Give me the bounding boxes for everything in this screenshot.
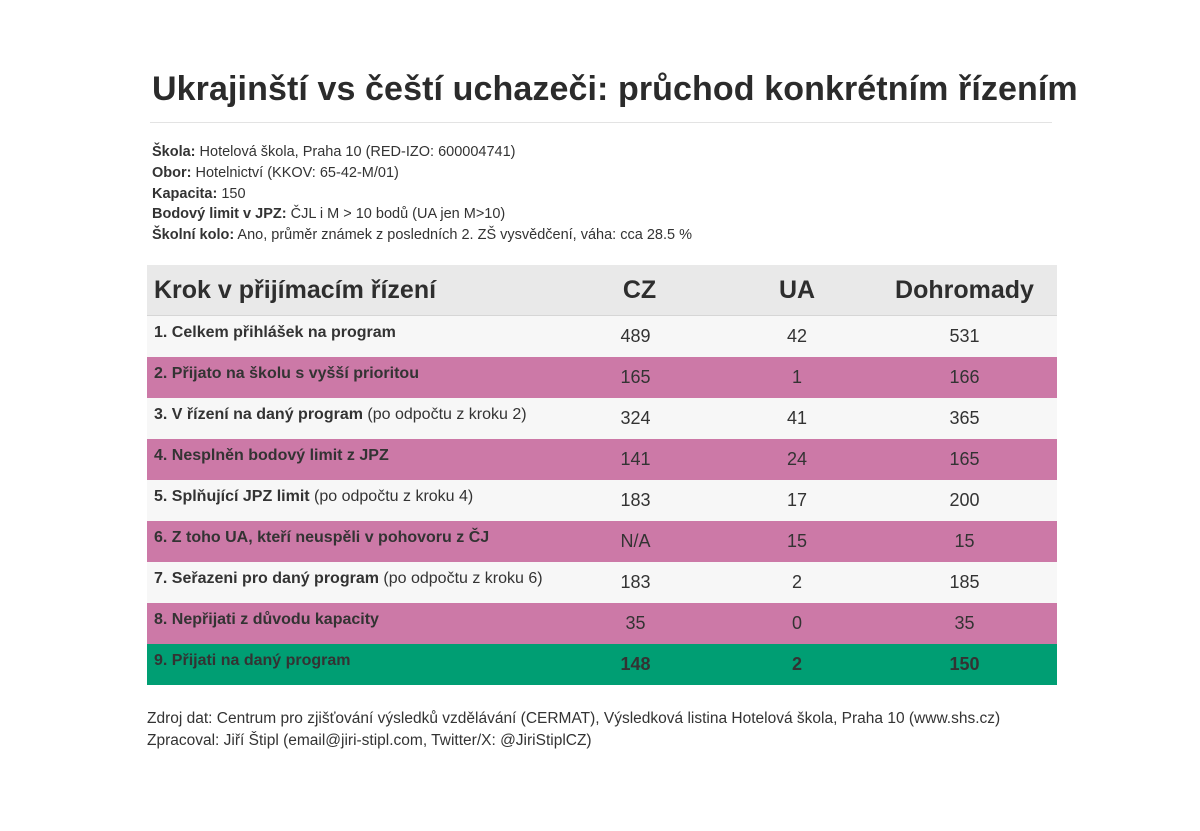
cz-value: 489 <box>557 315 722 357</box>
step-cell: 8. Nepřijati z důvodu kapacity <box>147 603 557 644</box>
cz-value: 35 <box>557 603 722 644</box>
footer-notes: Zdroj dat: Centrum pro zjišťování výsled… <box>147 708 1000 752</box>
step-cell: 5. Splňující JPZ limit (po odpočtu z kro… <box>147 480 557 521</box>
step-cell: 7. Seřazeni pro daný program (po odpočtu… <box>147 562 557 603</box>
page-title: Ukrajinští vs čeští uchazeči: průchod ko… <box>152 70 1078 108</box>
table-row: 4. Nesplněn bodový limit z JPZ 141 24 16… <box>147 439 1057 480</box>
step-cell: 9. Přijati na daný program <box>147 644 557 685</box>
header-ua: UA <box>722 265 872 316</box>
table-row: 2. Přijato na školu s vyšší prioritou 16… <box>147 357 1057 398</box>
step-note: (po odpočtu z kroku 2) <box>362 406 527 423</box>
table-row: 5. Splňující JPZ limit (po odpočtu z kro… <box>147 480 1057 521</box>
step-cell: 3. V řízení na daný program (po odpočtu … <box>147 398 557 439</box>
meta-round-value: Ano, průměr známek z posledních 2. ZŠ vy… <box>237 227 692 244</box>
total-value: 365 <box>872 398 1057 439</box>
admission-steps-table: Krok v přijímacím řízení CZ UA Dohromady… <box>147 265 1057 685</box>
ua-value: 2 <box>722 644 872 685</box>
step-label: 3. V řízení na daný program <box>154 406 363 423</box>
table-header-row: Krok v přijímacím řízení CZ UA Dohromady <box>147 265 1057 316</box>
step-note: (po odpočtu z kroku 6) <box>378 570 543 587</box>
ua-value: 1 <box>722 357 872 398</box>
ua-value: 17 <box>722 480 872 521</box>
table-row: 1. Celkem přihlášek na program 489 42 53… <box>147 315 1057 357</box>
program-info: Škola: Hotelová škola, Praha 10 (RED-IZO… <box>152 142 692 246</box>
table-row: 3. V řízení na daný program (po odpočtu … <box>147 398 1057 439</box>
meta-field-value: Hotelnictví (KKOV: 65-42-M/01) <box>195 164 399 181</box>
step-note: (po odpočtu z kroku 4) <box>309 488 474 505</box>
meta-limit-value: ČJL i M > 10 bodů (UA jen M>10) <box>290 206 506 223</box>
total-value: 15 <box>872 521 1057 562</box>
meta-round: Školní kolo: Ano, průměr známek z posled… <box>152 225 692 246</box>
cz-value: 183 <box>557 480 722 521</box>
total-value: 165 <box>872 439 1057 480</box>
step-cell: 2. Přijato na školu s vyšší prioritou <box>147 357 557 398</box>
total-value: 150 <box>872 644 1057 685</box>
ua-value: 15 <box>722 521 872 562</box>
ua-value: 42 <box>722 315 872 357</box>
meta-capacity: Kapacita: 150 <box>152 184 692 205</box>
table-row: 6. Z toho UA, kteří neuspěli v pohovoru … <box>147 521 1057 562</box>
meta-school-value: Hotelová škola, Praha 10 (RED-IZO: 60000… <box>199 144 516 160</box>
ua-value: 0 <box>722 603 872 644</box>
total-value: 35 <box>872 603 1057 644</box>
step-label: 2. Přijato na školu s vyšší prioritou <box>154 365 419 382</box>
header-step: Krok v přijímacím řízení <box>147 265 557 316</box>
step-label: 1. Celkem přihlášek na program <box>154 324 396 341</box>
cz-value: 141 <box>557 439 722 480</box>
meta-capacity-label: Kapacita: <box>152 185 218 202</box>
step-label: 6. Z toho UA, kteří neuspěli v pohovoru … <box>154 529 490 546</box>
header-cz: CZ <box>557 265 722 316</box>
step-cell: 4. Nesplněn bodový limit z JPZ <box>147 439 557 480</box>
cz-value: 324 <box>557 398 722 439</box>
title-divider <box>150 122 1052 123</box>
step-label: 8. Nepřijati z důvodu kapacity <box>154 611 379 628</box>
step-label: 7. Seřazeni pro daný program <box>154 570 379 587</box>
author-note: Zpracoval: Jiří Štipl (email@jiri-stipl.… <box>147 732 592 749</box>
ua-value: 24 <box>722 439 872 480</box>
meta-field-label: Obor: <box>152 164 192 181</box>
ua-value: 41 <box>722 398 872 439</box>
table-row-result: 9. Přijati na daný program 148 2 150 <box>147 644 1057 685</box>
meta-school-label: Škola: <box>152 144 196 160</box>
header-total: Dohromady <box>872 265 1057 316</box>
total-value: 531 <box>872 315 1057 357</box>
total-value: 166 <box>872 357 1057 398</box>
table-row: 7. Seřazeni pro daný program (po odpočtu… <box>147 562 1057 603</box>
cz-value: N/A <box>557 521 722 562</box>
step-label: 5. Splňující JPZ limit <box>154 488 310 505</box>
meta-school: Škola: Hotelová škola, Praha 10 (RED-IZO… <box>152 142 692 163</box>
source-note: Zdroj dat: Centrum pro zjišťování výsled… <box>147 710 1001 727</box>
cz-value: 148 <box>557 644 722 685</box>
meta-field: Obor: Hotelnictví (KKOV: 65-42-M/01) <box>152 163 692 184</box>
total-value: 185 <box>872 562 1057 603</box>
cz-value: 165 <box>557 357 722 398</box>
step-label: 4. Nesplněn bodový limit z JPZ <box>154 447 389 464</box>
total-value: 200 <box>872 480 1057 521</box>
meta-round-label: Školní kolo: <box>152 227 235 244</box>
step-label: 9. Přijati na daný program <box>154 652 351 669</box>
ua-value: 2 <box>722 562 872 603</box>
step-cell: 6. Z toho UA, kteří neuspěli v pohovoru … <box>147 521 557 562</box>
cz-value: 183 <box>557 562 722 603</box>
step-cell: 1. Celkem přihlášek na program <box>147 315 557 357</box>
meta-limit-label: Bodový limit v JPZ: <box>152 206 287 223</box>
meta-capacity-value: 150 <box>221 185 246 202</box>
table-row: 8. Nepřijati z důvodu kapacity 35 0 35 <box>147 603 1057 644</box>
meta-limit: Bodový limit v JPZ: ČJL i M > 10 bodů (U… <box>152 204 692 225</box>
